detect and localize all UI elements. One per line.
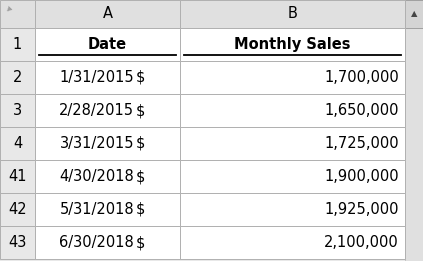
Bar bbox=[35, 193, 180, 226]
Text: 6/30/2018: 6/30/2018 bbox=[59, 235, 134, 250]
Text: 1,725,000: 1,725,000 bbox=[324, 136, 399, 151]
Bar bbox=[180, 94, 405, 127]
Bar bbox=[0, 160, 35, 193]
Text: 5/31/2018: 5/31/2018 bbox=[59, 202, 134, 217]
Bar bbox=[0, 28, 35, 61]
Text: B: B bbox=[288, 7, 297, 21]
Text: 1,650,000: 1,650,000 bbox=[324, 103, 399, 118]
Bar bbox=[180, 28, 405, 61]
Bar bbox=[0, 226, 35, 259]
Text: Monthly Sales: Monthly Sales bbox=[234, 37, 351, 52]
Bar bbox=[0, 0, 35, 28]
Text: $: $ bbox=[136, 70, 146, 85]
Text: $: $ bbox=[136, 103, 146, 118]
Bar bbox=[180, 193, 405, 226]
Text: ▶: ▶ bbox=[4, 4, 12, 12]
Text: 1,900,000: 1,900,000 bbox=[324, 169, 399, 184]
Bar bbox=[180, 160, 405, 193]
Bar bbox=[0, 127, 35, 160]
Text: 2/28/2015: 2/28/2015 bbox=[59, 103, 134, 118]
Bar bbox=[0, 193, 35, 226]
Bar bbox=[35, 94, 180, 127]
Text: ▲: ▲ bbox=[411, 9, 417, 19]
Bar bbox=[35, 28, 180, 61]
Bar bbox=[35, 0, 180, 28]
Text: A: A bbox=[102, 7, 113, 21]
Bar bbox=[35, 61, 180, 94]
Text: 41: 41 bbox=[8, 169, 27, 184]
Text: Date: Date bbox=[88, 37, 127, 52]
Bar bbox=[405, 0, 423, 261]
Bar bbox=[180, 0, 405, 28]
Text: 3: 3 bbox=[13, 103, 22, 118]
Bar bbox=[180, 61, 405, 94]
Bar bbox=[35, 160, 180, 193]
Bar bbox=[35, 226, 180, 259]
Text: 4: 4 bbox=[13, 136, 22, 151]
Text: $: $ bbox=[136, 202, 146, 217]
Bar bbox=[35, 127, 180, 160]
Text: $: $ bbox=[136, 235, 146, 250]
Text: $: $ bbox=[136, 169, 146, 184]
Bar bbox=[180, 127, 405, 160]
Text: 43: 43 bbox=[8, 235, 27, 250]
Bar bbox=[180, 226, 405, 259]
Text: 2,100,000: 2,100,000 bbox=[324, 235, 399, 250]
Text: 3/31/2015: 3/31/2015 bbox=[60, 136, 134, 151]
Text: 1: 1 bbox=[13, 37, 22, 52]
Text: $: $ bbox=[136, 136, 146, 151]
Text: 4/30/2018: 4/30/2018 bbox=[59, 169, 134, 184]
Text: 2: 2 bbox=[13, 70, 22, 85]
Bar bbox=[405, 0, 423, 28]
Bar bbox=[0, 61, 35, 94]
Bar bbox=[0, 94, 35, 127]
Text: 1/31/2015: 1/31/2015 bbox=[59, 70, 134, 85]
Text: 1,925,000: 1,925,000 bbox=[324, 202, 399, 217]
Text: 42: 42 bbox=[8, 202, 27, 217]
Text: 1,700,000: 1,700,000 bbox=[324, 70, 399, 85]
